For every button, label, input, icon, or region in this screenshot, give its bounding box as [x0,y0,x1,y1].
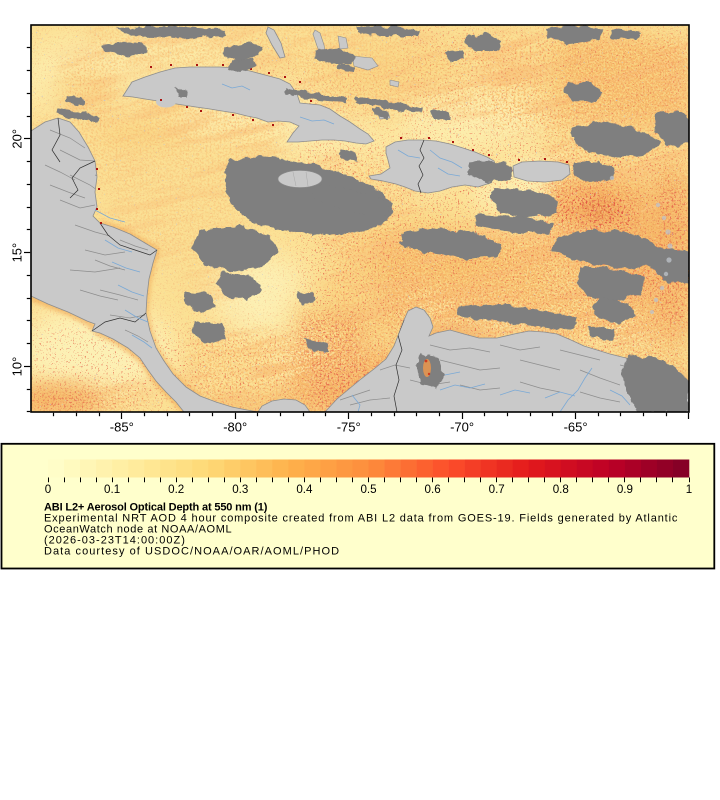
svg-text:0.8: 0.8 [553,483,569,496]
svg-text:-75°: -75° [337,420,361,435]
svg-text:0.3: 0.3 [232,483,248,496]
svg-text:-80°: -80° [223,420,247,435]
svg-text:-65°: -65° [564,420,588,435]
svg-text:ABI L2+ Aerosol Optical Depth: ABI L2+ Aerosol Optical Depth at 550 nm … [44,502,268,514]
svg-text:10°: 10° [10,357,25,377]
svg-text:15°: 15° [10,243,25,263]
svg-text:0.6: 0.6 [425,483,441,496]
svg-text:0.4: 0.4 [296,483,313,496]
svg-text:0.1: 0.1 [104,483,120,496]
svg-text:0.2: 0.2 [168,483,184,496]
svg-text:20°: 20° [10,129,25,149]
svg-text:(2026-03-23T14:00:00Z): (2026-03-23T14:00:00Z) [44,535,186,547]
svg-text:-70°: -70° [450,420,474,435]
svg-text:0.9: 0.9 [617,483,633,496]
svg-text:1: 1 [686,483,692,496]
svg-text:0.7: 0.7 [489,483,505,496]
svg-text:-85°: -85° [110,420,134,435]
svg-text:0.5: 0.5 [360,483,376,496]
svg-text:Experimental NRT AOD 4 hour co: Experimental NRT AOD 4 hour composite cr… [44,513,678,525]
svg-text:OceanWatch node at NOAA/AOML: OceanWatch node at NOAA/AOML [44,524,232,536]
svg-text:0: 0 [45,483,51,496]
svg-text:Data courtesy of USDOC/NOAA/OA: Data courtesy of USDOC/NOAA/OAR/AOML/PHO… [44,546,340,558]
